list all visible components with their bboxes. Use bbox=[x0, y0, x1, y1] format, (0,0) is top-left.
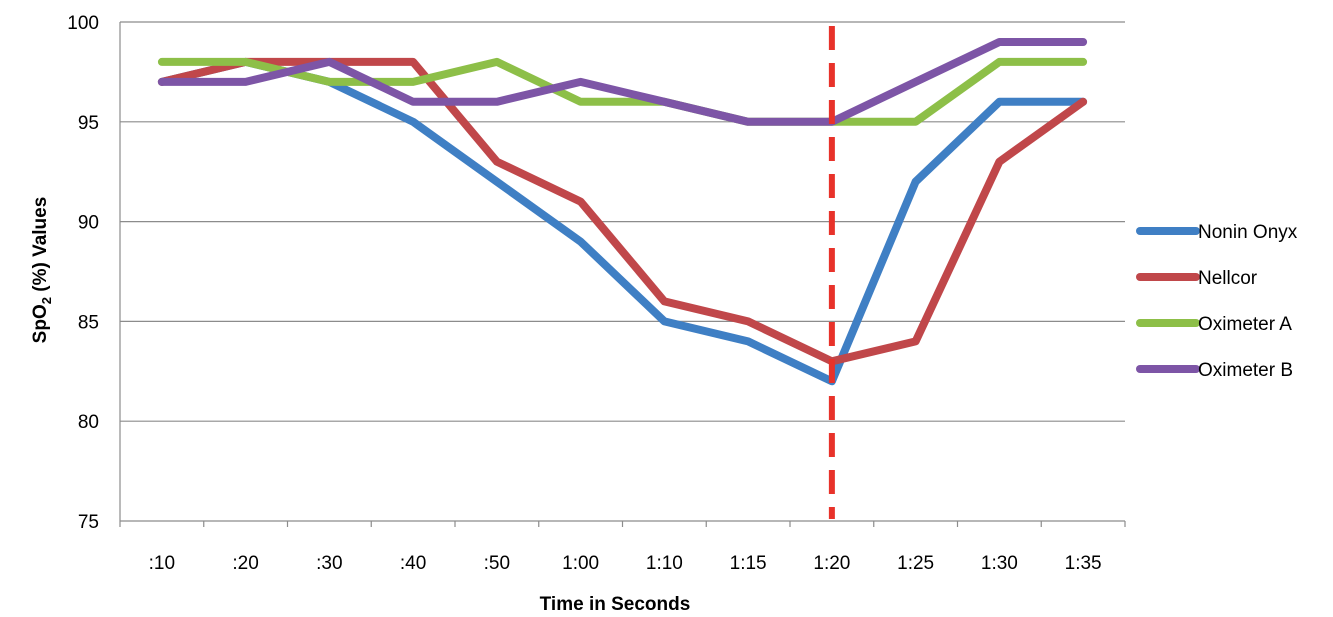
gridlines bbox=[120, 22, 1125, 521]
y-tick-label: 85 bbox=[78, 312, 99, 333]
x-tick-labels: :10 :20 :30 :40 :50 1:00 1:10 1:15 1:20 1:25 1:30 1… bbox=[149, 553, 1102, 574]
y-tick-label: 100 bbox=[67, 13, 99, 34]
x-tick-label: :50 bbox=[484, 553, 510, 574]
x-tick-label: 1:00 bbox=[562, 553, 599, 574]
x-tick-label: :30 bbox=[316, 553, 342, 574]
legend: Nonin Onyx Nellcor Oximeter A Oximeter B bbox=[1140, 222, 1298, 381]
x-tick-label: 1:15 bbox=[730, 553, 767, 574]
x-axis-title: Time in Seconds bbox=[540, 594, 691, 615]
y-axis-title-subscript: 2 bbox=[39, 297, 54, 304]
x-tick-label: :20 bbox=[232, 553, 258, 574]
x-tick-label: :10 bbox=[149, 553, 175, 574]
x-tick-label: :40 bbox=[400, 553, 426, 574]
y-tick-label: 95 bbox=[78, 113, 99, 134]
x-tick-label: 1:25 bbox=[897, 553, 934, 574]
series-lines bbox=[162, 42, 1083, 381]
y-axis-title: SpO2 (%) Values bbox=[30, 197, 54, 344]
axes bbox=[120, 22, 1125, 527]
x-tick-label: 1:10 bbox=[646, 553, 683, 574]
x-tick-label: 1:20 bbox=[813, 553, 850, 574]
legend-label-nellcor: Nellcor bbox=[1198, 268, 1258, 289]
y-axis-title-rest: (%) Values bbox=[30, 197, 51, 297]
x-tick-label: 1:35 bbox=[1065, 553, 1102, 574]
legend-label-nonin-onyx: Nonin Onyx bbox=[1198, 222, 1298, 243]
y-tick-label: 90 bbox=[78, 213, 99, 234]
y-tick-labels: 75 80 85 90 95 100 bbox=[67, 13, 99, 533]
series-line-nellcor bbox=[162, 62, 1083, 361]
y-axis-title-main: SpO bbox=[30, 304, 51, 343]
series-line-oximeter-b bbox=[162, 42, 1083, 122]
y-tick-label: 75 bbox=[78, 512, 99, 533]
legend-label-oximeter-b: Oximeter B bbox=[1198, 360, 1293, 381]
legend-label-oximeter-a: Oximeter A bbox=[1198, 314, 1292, 335]
y-tick-label: 80 bbox=[78, 412, 99, 433]
x-tick-label: 1:30 bbox=[981, 553, 1018, 574]
